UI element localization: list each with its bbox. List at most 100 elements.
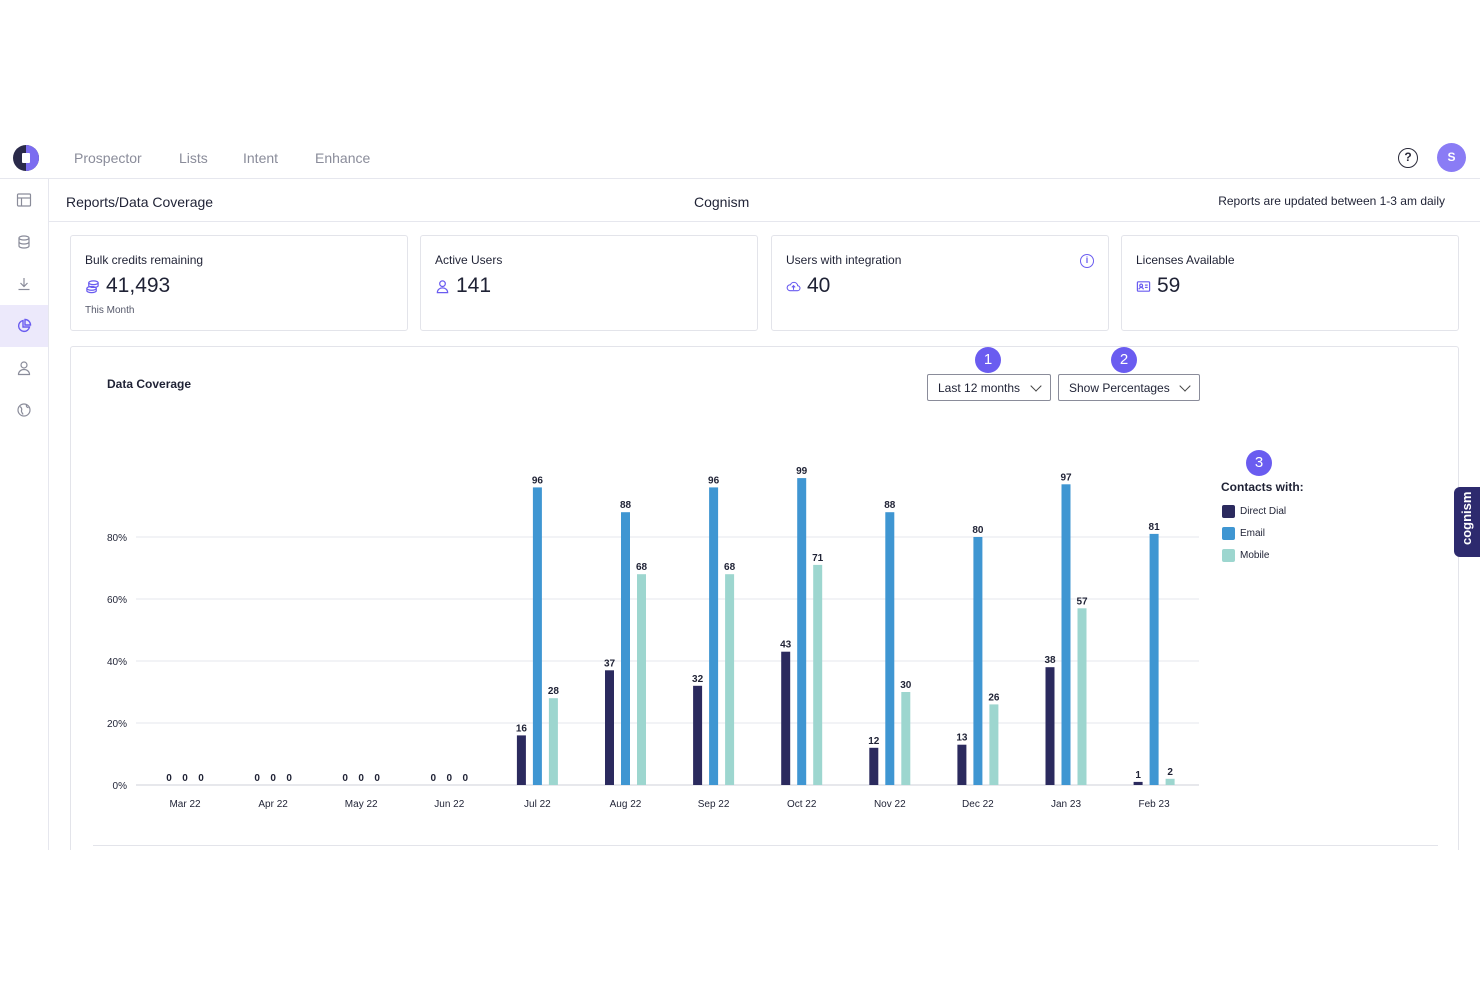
licenses-value: 59 — [1157, 274, 1181, 297]
divider — [93, 845, 1438, 846]
bar-mobile — [989, 704, 999, 785]
data-label: 99 — [796, 466, 808, 477]
data-label: 0 — [198, 773, 204, 784]
data-label: 0 — [286, 773, 292, 784]
data-label: 38 — [1044, 655, 1056, 666]
nav-prospector[interactable]: Prospector — [74, 150, 142, 166]
panel-title: Data Coverage — [107, 377, 192, 391]
legend-swatch — [1222, 505, 1235, 518]
help-icon[interactable]: ? — [1398, 148, 1418, 168]
legend-item-email[interactable]: Email — [1222, 527, 1265, 540]
x-tick-label: Jul 22 — [524, 799, 551, 810]
data-label: 0 — [254, 773, 260, 784]
bar-email — [1061, 484, 1071, 785]
card-users-integration: Users with integration i 40 — [771, 235, 1109, 331]
breadcrumb[interactable]: Reports/Data Coverage — [66, 194, 214, 210]
data-label: 13 — [956, 733, 968, 744]
sidebar-item-data[interactable] — [0, 221, 48, 263]
data-label: 30 — [900, 680, 912, 691]
bar-email — [709, 487, 719, 785]
top-nav: Prospector Lists Intent Enhance ? S — [0, 135, 1480, 179]
step-badge-2: 2 — [1111, 347, 1137, 373]
sidebar-item-globe[interactable] — [0, 389, 48, 431]
data-label: 81 — [1149, 522, 1161, 533]
y-tick-label: 40% — [107, 657, 127, 668]
update-note: Reports are updated between 1-3 am daily — [1218, 194, 1445, 208]
card-label: Users with integration — [786, 253, 902, 267]
data-label: 0 — [463, 773, 469, 784]
x-tick-label: Jun 22 — [434, 799, 464, 810]
info-icon[interactable]: i — [1080, 254, 1094, 268]
bar-mobile — [725, 574, 735, 785]
x-tick-label: Oct 22 — [787, 799, 817, 810]
data-label: 1 — [1135, 770, 1141, 781]
pie-chart-icon — [17, 318, 32, 333]
bar-mobile — [1165, 778, 1175, 785]
active-users-value: 141 — [456, 274, 492, 297]
data-label: 68 — [636, 562, 648, 573]
nav-enhance[interactable]: Enhance — [315, 150, 371, 166]
bar-email — [885, 512, 895, 785]
bar-direct-dial — [516, 735, 526, 785]
data-label: 0 — [342, 773, 348, 784]
side-tab-label: cognism — [1459, 491, 1474, 545]
bar-direct-dial — [1133, 781, 1143, 785]
cognism-side-tab[interactable]: cognism — [1454, 487, 1480, 557]
bar-email — [1149, 533, 1159, 785]
nav-lists[interactable]: Lists — [179, 150, 208, 166]
user-icon — [17, 361, 31, 376]
data-label: 80 — [972, 525, 984, 536]
card-licenses: Licenses Available 59 — [1121, 235, 1459, 331]
avatar[interactable]: S — [1437, 143, 1466, 172]
data-label: 37 — [604, 658, 616, 669]
x-tick-label: Apr 22 — [258, 799, 288, 810]
database-icon — [18, 235, 30, 249]
data-label: 88 — [884, 500, 896, 511]
x-tick-label: Sep 22 — [698, 799, 730, 810]
data-label: 0 — [447, 773, 453, 784]
card-label: Active Users — [435, 253, 503, 267]
legend-label: Email — [1240, 528, 1266, 539]
card-active-users: Active Users 141 — [420, 235, 758, 331]
data-label: 43 — [780, 640, 792, 651]
bar-mobile — [901, 692, 911, 785]
user-icon — [436, 279, 449, 293]
globe-icon — [17, 403, 31, 417]
data-label: 12 — [868, 736, 880, 747]
legend-item-mobile[interactable]: Mobile — [1222, 549, 1269, 562]
legend-item-direct-dial[interactable]: Direct Dial — [1222, 505, 1286, 518]
data-coverage-panel: Data Coverage 1 2 3 Last 12 months Show … — [70, 346, 1459, 850]
card-value: 41,493 — [85, 274, 170, 298]
bar-direct-dial — [781, 651, 791, 785]
y-tick-label: 60% — [107, 595, 127, 606]
x-tick-label: Nov 22 — [874, 799, 906, 810]
sidebar-item-downloads[interactable] — [0, 263, 48, 305]
bulk-credits-value: 41,493 — [106, 274, 171, 297]
bar-email — [532, 487, 542, 785]
step-badge-1: 1 — [975, 347, 1001, 373]
display-select[interactable]: Show Percentages — [1058, 374, 1200, 401]
data-label: 0 — [182, 773, 188, 784]
cognism-logo-icon[interactable] — [13, 145, 39, 171]
period-select-value: Last 12 months — [938, 380, 1021, 395]
cloud-upload-icon — [786, 281, 801, 291]
period-select[interactable]: Last 12 months — [927, 374, 1051, 401]
data-label: 88 — [620, 500, 632, 511]
users-integration-value: 40 — [807, 274, 831, 297]
app-window: Prospector Lists Intent Enhance ? S Repo… — [0, 135, 1480, 850]
card-value: 59 — [1136, 274, 1180, 298]
sidebar-item-dashboard[interactable] — [0, 179, 48, 221]
layout-icon — [16, 193, 32, 207]
card-bulk-credits: Bulk credits remaining 41,493 This Month — [70, 235, 408, 331]
nav-intent[interactable]: Intent — [243, 150, 279, 166]
sidebar-item-users[interactable] — [0, 347, 48, 389]
card-value: 40 — [786, 274, 830, 298]
card-label: Bulk credits remaining — [85, 253, 204, 267]
legend-swatch — [1222, 527, 1235, 540]
sidebar-item-reports[interactable] — [0, 305, 48, 347]
bar-email — [621, 512, 630, 785]
card-value: 141 — [435, 274, 491, 298]
data-label: 0 — [358, 773, 364, 784]
data-label: 57 — [1076, 596, 1088, 607]
